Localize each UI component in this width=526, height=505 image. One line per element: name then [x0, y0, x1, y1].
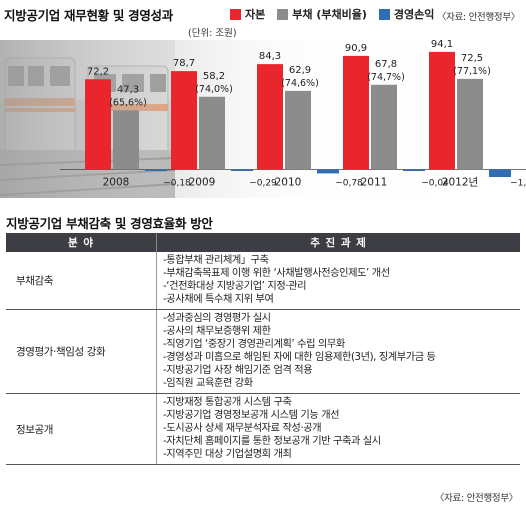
legend-swatch-capital	[230, 8, 241, 20]
label-debt-ratio: (74,6%)	[281, 78, 319, 89]
label-profit: −0,18	[163, 179, 191, 189]
bars-layer: 72,2 47,3 (65,6%) 2008 −0,18 78,7 58,2 (74,0%) 2…	[85, 39, 526, 189]
policy-table-body: 부채감축 -통합부채 관리체계」구축 -부채감축목표제 이행 위한 ‘사채발행사전승…	[6, 252, 520, 465]
label-debt: 58,2	[203, 71, 225, 82]
chart-title: 지방공기업 재무현황 및 경영성과	[4, 8, 173, 23]
task-item: -공사채에 특수채 지위 부여	[163, 294, 274, 305]
legend-item-capital: 자본	[230, 6, 265, 22]
table-title: 지방공기업 부채감축 및 경영효율화 방안	[6, 216, 213, 231]
header-tasks: 추 진 과 제	[156, 233, 520, 252]
label-debt-ratio: (77,1%)	[453, 66, 491, 77]
bar-capital	[85, 79, 111, 170]
label-debt-ratio: (74,7%)	[367, 72, 405, 83]
task-item: -자치단체 홈페이지를 통한 정보공개 기반 구축과 실시	[163, 436, 381, 447]
label-debt: 67,8	[375, 59, 397, 70]
label-debt: 72,5	[461, 53, 483, 64]
bar-profit	[317, 169, 339, 174]
bar-capital	[429, 51, 455, 170]
bar-debt	[457, 78, 483, 170]
bar-debt	[371, 84, 397, 170]
chart-unit: (단위: 조원)	[188, 28, 237, 39]
task-item: -지방공기업 사장 해임기준 엄격 적용	[163, 365, 313, 376]
bar-debt	[199, 96, 225, 170]
task-item: -경영성과 미흡으로 해임된 자에 대한 임용제한(3년), 징계부가금 등	[163, 352, 436, 363]
legend-label-capital: 자본	[245, 8, 266, 21]
bar-capital	[257, 64, 283, 170]
label-capital: 78,7	[173, 58, 195, 69]
bar-profit	[145, 169, 167, 171]
task-item: -지역주민 대상 기업설명회 개최	[163, 449, 292, 460]
legend-swatch-debt	[277, 8, 289, 20]
legend-item-debt: 부채 (부채비율)	[277, 6, 367, 22]
task-item: -지방재정 통합공개 시스템 구축	[163, 397, 292, 408]
bar-debt	[113, 110, 139, 170]
area-cell: 정보공개	[6, 393, 157, 465]
label-profit: −0,29	[249, 179, 277, 189]
bar-profit	[489, 169, 511, 177]
chart-canvas: 72,2 47,3 (65,6%) 2008 −0,18 78,7 58,2 (74,0%) 2…	[0, 39, 526, 198]
bar-debt	[285, 90, 311, 170]
task-item: -‘건전화대상 지방공기업’ 지정·관리	[163, 281, 307, 292]
table-row: 경영평가·책임성 강화 -성과중심의 경영평가 실시 -공사의 채무보증행위 제한 -…	[6, 309, 520, 394]
task-item: -도시공사 상세 재무분석자료 작성·공개	[163, 423, 322, 434]
task-item: -부채감축목표제 이행 위한 ‘사채발행사전승인제도’ 개선	[163, 268, 390, 279]
task-item: -지방공기업 경영정보공개 시스템 기능 개선	[163, 410, 340, 421]
bar-profit	[403, 169, 425, 171]
legend-label-profit: 경영손익	[393, 8, 435, 21]
area-cell: 부채감축	[6, 252, 157, 310]
policy-table: 분 야 추 진 과 제 부채감축 -통합부채 관리체계」구축 -부채감축목표제 이행…	[6, 233, 520, 465]
category-label: 2012년	[442, 177, 478, 189]
table-row: 정보공개 -지방재정 통합공개 시스템 구축 -지방공기업 경영정보공개 시스템 기…	[6, 393, 520, 465]
label-capital: 84,3	[259, 51, 281, 62]
table-header-row: 분 야 추 진 과 제	[6, 233, 520, 252]
header-area: 분 야	[6, 233, 157, 252]
task-item: -직영기업 ‘중장기 경영관리계획’ 수립 의무화	[163, 339, 345, 350]
label-capital: 72,2	[87, 66, 109, 77]
task-list: -지방재정 통합공개 시스템 구축 -지방공기업 경영정보공개 시스템 기능 개선…	[156, 393, 520, 465]
legend-label-debt: 부채 (부채비율)	[292, 8, 367, 21]
category-label: 2010	[275, 177, 302, 189]
label-profit: −0,04	[421, 179, 449, 189]
finance-chart: 72,2 47,3 (65,6%) 2008 −0,18 78,7 58,2 (74,0%) 2…	[0, 0, 526, 205]
category-label: 2008	[103, 177, 130, 189]
label-capital: 90,9	[345, 43, 367, 54]
label-debt-ratio: (74,0%)	[195, 84, 233, 95]
bar-profit	[231, 169, 253, 171]
category-label: 2009	[189, 177, 216, 189]
legend-swatch-profit	[378, 8, 390, 20]
task-item: -통합부채 관리체계」구축	[163, 255, 269, 266]
bar-capital	[343, 55, 369, 170]
chart-legend: 자본 부채 (부채비율) 경영손익	[230, 6, 446, 22]
label-debt: 62,9	[289, 65, 311, 76]
legend-item-profit: 경영손익	[378, 6, 435, 22]
bar-capital	[171, 71, 197, 170]
category-label: 2011	[361, 177, 388, 189]
task-list: -통합부채 관리체계」구축 -부채감축목표제 이행 위한 ‘사채발행사전승인제도’…	[156, 252, 520, 310]
task-item: -공사의 채무보증행위 제한	[163, 326, 271, 337]
table-row: 부채감축 -통합부채 관리체계」구축 -부채감축목표제 이행 위한 ‘사채발행사전승…	[6, 252, 520, 310]
task-item: -성과중심의 경영평가 실시	[163, 313, 271, 324]
label-profit: −0,78	[335, 179, 363, 189]
label-debt-ratio: (65,6%)	[109, 97, 147, 108]
label-profit: −1,5	[510, 179, 526, 189]
label-capital: 94,1	[431, 39, 453, 50]
label-debt: 47,3	[117, 84, 139, 95]
table-source: 〈자료: 안전행정부〉	[434, 493, 518, 504]
chart-source: 〈자료: 안전행정부〉	[436, 12, 520, 23]
task-list: -성과중심의 경영평가 실시 -공사의 채무보증행위 제한 -직영기업 ‘중장기 경…	[156, 309, 520, 394]
task-item: -임직원 교육훈련 강화	[163, 378, 253, 389]
area-cell: 경영평가·책임성 강화	[6, 309, 157, 394]
